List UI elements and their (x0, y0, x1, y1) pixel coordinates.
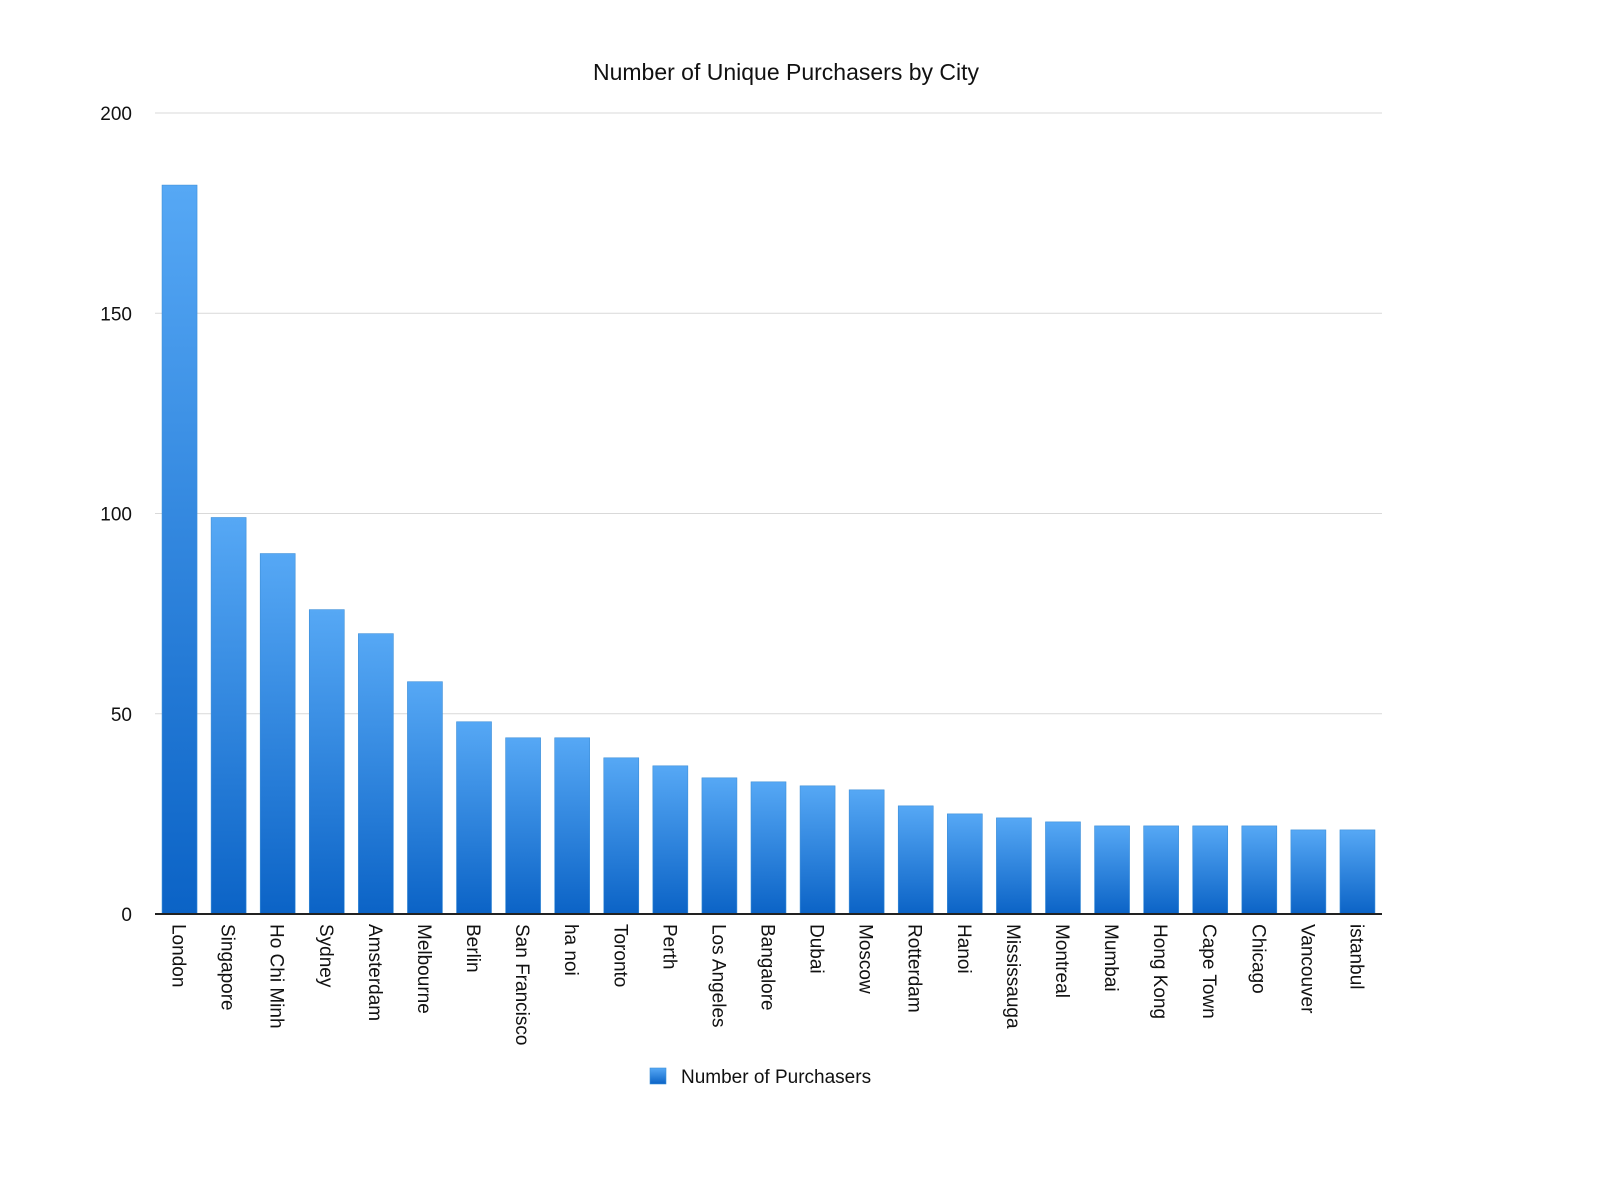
bar-melbourne (407, 681, 443, 915)
bar-montreal (1045, 821, 1081, 915)
x-tick-label: ha noi (560, 924, 581, 976)
bar-berlin (456, 721, 492, 915)
bar-mississauga (996, 817, 1032, 915)
bar-istanbul (1339, 829, 1376, 915)
x-tick-label: Mississauga (1002, 924, 1023, 1029)
x-tick-label: istanbul (1345, 924, 1366, 990)
x-tick-label: Chicago (1247, 924, 1268, 994)
y-tick-label: 200 (100, 104, 132, 125)
gridlines (155, 112, 1382, 715)
x-tick-label: Perth (658, 924, 679, 969)
y-tick-label: 100 (100, 505, 132, 526)
x-tick-label: Sydney (315, 924, 336, 988)
bar-mumbai (1094, 825, 1130, 915)
x-tick-label: Vancouver (1296, 924, 1317, 1014)
legend-swatch (649, 1067, 667, 1085)
bar-ho-chi-minh (259, 553, 296, 915)
x-tick-label: Dubai (806, 924, 827, 974)
x-tick-label: Mumbai (1100, 924, 1121, 992)
y-tick-label: 0 (121, 905, 132, 926)
bar-dubai (799, 785, 836, 915)
bar-amsterdam (358, 633, 394, 915)
x-tick-label: Los Angeles (707, 924, 728, 1028)
bar-hanoi (947, 813, 983, 915)
chart-title: Number of Unique Purchasers by City (593, 59, 980, 85)
x-tick-label: Hanoi (953, 924, 974, 974)
bar-los-angeles (701, 777, 738, 915)
bar-chicago (1241, 825, 1278, 915)
x-tick-label: Rotterdam (904, 924, 925, 1013)
x-tick-label: Cape Town (1198, 924, 1219, 1019)
x-tick-label: San Francisco (511, 924, 532, 1045)
x-tick-label: Moscow (855, 924, 876, 994)
x-tick-label: Amsterdam (364, 924, 385, 1021)
x-tick-label: Bangalore (757, 924, 778, 1011)
bars (161, 184, 1376, 915)
bar-san-francisco (505, 737, 541, 915)
legend-label: Number of Purchasers (681, 1067, 871, 1088)
bar-moscow (848, 789, 885, 915)
x-tick-label: Toronto (609, 924, 630, 987)
y-tick-label: 50 (111, 705, 132, 726)
x-axis-labels: London Singapore Ho Chi Minh Sydney Amsterda… (168, 924, 1367, 1045)
x-tick-label: Hong Kong (1149, 924, 1170, 1019)
x-tick-label: Melbourne (413, 924, 434, 1014)
x-tick-label: Singapore (217, 924, 238, 1011)
bar-london (161, 184, 198, 915)
bar-vancouver (1290, 829, 1327, 915)
bar-sydney (308, 609, 345, 915)
bar-toronto (603, 757, 640, 915)
x-tick-label: Ho Chi Minh (266, 924, 287, 1029)
x-tick-label: Montreal (1051, 924, 1072, 998)
y-tick-label: 150 (100, 304, 132, 325)
x-tick-label: London (168, 924, 189, 987)
bar-bangalore (750, 781, 787, 915)
bar-singapore (210, 517, 247, 915)
legend: Number of Purchasers (649, 1067, 871, 1088)
bar-perth (652, 765, 689, 915)
bar-rotterdam (897, 805, 934, 915)
bar-ha-noi (554, 737, 590, 915)
x-tick-label: Berlin (462, 924, 483, 973)
y-axis-ticks: 0 50 100 150 200 (100, 104, 132, 926)
bar-hong-kong (1143, 825, 1179, 915)
bar-cape-town (1192, 825, 1229, 915)
